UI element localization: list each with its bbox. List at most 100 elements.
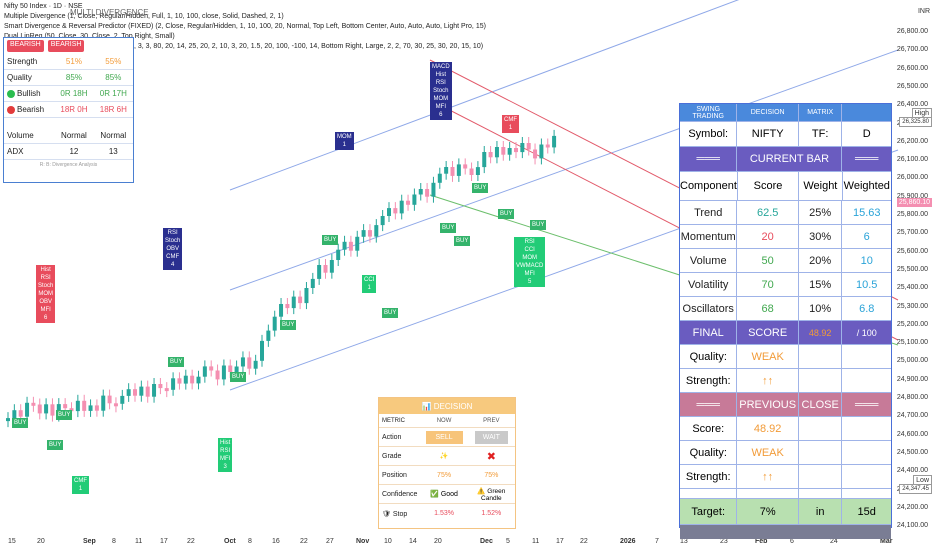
target-in: in: [799, 499, 843, 524]
buy-signal: BUY: [472, 183, 489, 193]
bearish-divergence-label: CMF 1: [502, 115, 519, 133]
buy-signal: BUY: [47, 440, 64, 450]
row-value-now: 18R 0H: [60, 105, 88, 114]
candle-body: [367, 230, 372, 237]
candle-body: [234, 366, 239, 372]
action-row: Action SELL WAIT: [379, 428, 515, 447]
candle-body: [94, 405, 99, 411]
candle-body: [82, 400, 87, 411]
price-scale[interactable]: INR 26,800.00 26,700.00 26,600.00 26,500.00…: [896, 0, 932, 550]
buy-signal: BUY: [56, 410, 73, 420]
candle-body: [355, 236, 360, 251]
price-tick: 24,700.00: [896, 412, 928, 420]
price-tick: 26,100.00: [896, 156, 928, 164]
tf-value: D: [862, 128, 871, 140]
candle-body: [101, 395, 106, 411]
candle-body: [456, 164, 461, 176]
component-weight: 15%: [799, 273, 843, 296]
decision-table: 📊 DECISION METRIC NOW PREV Action SELL W…: [378, 397, 516, 529]
component-score: 68: [737, 297, 799, 320]
date-tick: 24: [830, 538, 838, 545]
candle-body: [228, 365, 233, 372]
candle-body: [240, 357, 245, 367]
date-tick: 22: [580, 538, 588, 545]
indicator-line-3[interactable]: Dual LinReg (50, Close, 30, Close, 2, To…: [4, 33, 175, 40]
bearish-divergence-label: MACD Hist RSI Stoch MOM MFI 6: [430, 62, 452, 120]
target-days: 15d: [857, 505, 876, 518]
strength-value: ↑↑: [737, 369, 799, 392]
candle-body: [399, 200, 404, 214]
candle-body: [393, 208, 398, 214]
divergence-row: Bearish 18R 0H 18R 6H: [4, 102, 133, 118]
price-tick: 24,500.00: [896, 448, 928, 456]
indicator-line-4[interactable]: ASTDM (7, 15, 3, 14, 20, 14, 12, 26, 9, …: [4, 43, 484, 50]
bullish-divergence-label: CMF 1: [72, 476, 89, 494]
candle-body: [310, 278, 315, 288]
candle-body: [50, 404, 55, 416]
candle-body: [533, 149, 538, 159]
candle-body: [545, 144, 550, 148]
buy-signal: BUY: [454, 236, 471, 246]
price-tick: 24,900.00: [896, 375, 928, 383]
date-tick: 7: [655, 538, 659, 545]
stop-prev: 1.52%: [481, 510, 502, 517]
candle-body: [31, 402, 36, 406]
candle-body: [266, 330, 271, 341]
symbol-value: NIFTY: [737, 122, 799, 146]
candle-body: [190, 375, 195, 384]
buy-signal: BUY: [498, 209, 515, 219]
candle-body: [444, 167, 449, 174]
candle-body: [18, 410, 23, 417]
bearish-dot-icon: [7, 105, 15, 114]
symbol-line[interactable]: Nifty 50 Index · 1D · NSE: [4, 3, 83, 10]
component-score: 20: [737, 225, 799, 248]
divider-glyph: ═══: [680, 147, 738, 171]
candle-body: [196, 376, 201, 384]
candle-body: [133, 389, 137, 396]
price-tick: 25,900.00: [896, 192, 928, 200]
row-value-prev: Normal: [100, 131, 127, 140]
table-footer: R: B: Divergence Analysis: [39, 162, 98, 168]
tf-label: TF:: [799, 122, 843, 146]
candle-body: [431, 182, 436, 197]
candle-body: [317, 265, 322, 279]
component-score: 70: [737, 273, 799, 296]
candle-body: [285, 304, 290, 309]
divergence-row: Bullish 0R 18H 0R 17H: [4, 86, 133, 102]
date-tick: 22: [300, 538, 308, 545]
indicator-line-2[interactable]: Smart Divergence & Reversal Predictor (F…: [4, 23, 486, 30]
current-bar-label: CURRENT BAR: [737, 147, 843, 171]
date-tick: 13: [680, 538, 688, 545]
row-label: Bullish: [4, 89, 54, 98]
row-value-now: 85%: [65, 73, 82, 82]
component-name: Volatility: [680, 273, 738, 296]
stop-label: 🛡 Stop: [382, 510, 408, 518]
candle-body: [209, 366, 214, 371]
component-row: Oscillators 68 10% 6.8: [680, 297, 891, 321]
price-tick: 26,700.00: [896, 46, 928, 54]
row-value-prev: 0R 17H: [99, 89, 127, 98]
candle-body: [139, 386, 144, 396]
date-tick: 2026: [620, 538, 636, 545]
candle-body: [323, 265, 328, 273]
candle-body: [88, 405, 93, 411]
candle-body: [279, 304, 284, 317]
stop-now: 1.53%: [434, 510, 454, 517]
buy-signal: BUY: [530, 220, 547, 230]
date-tick: Feb: [755, 538, 768, 545]
prev-quality-value: WEAK: [737, 441, 799, 464]
date-tick: Sep: [83, 538, 96, 545]
date-tick: 11: [135, 538, 143, 545]
bullish-divergence-label: RSI CCI MOM VWMACD MFI 5: [514, 237, 546, 287]
grade-now: ✨: [439, 453, 449, 460]
price-tick: 25,800.00: [896, 211, 928, 218]
candle-body: [406, 200, 411, 205]
date-tick: 6: [790, 538, 794, 545]
candle-body: [37, 404, 42, 414]
time-axis[interactable]: 15 20 Sep 8 11 17 22 Oct 8 16 22 27 Nov 10 14 20 Dec 5 11 1…: [0, 536, 898, 550]
action-now: SELL: [425, 430, 463, 444]
candle-body: [120, 395, 125, 404]
indicator-line-1[interactable]: Multiple Divergence (1, Close, Regular/H…: [4, 13, 284, 20]
component-row: Momentum 20 30% 6: [680, 225, 891, 249]
component-weighted: 10.5: [856, 278, 878, 291]
